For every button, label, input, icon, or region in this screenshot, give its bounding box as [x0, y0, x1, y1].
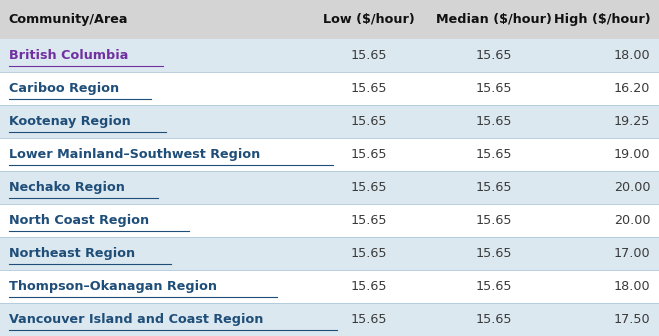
Text: 19.25: 19.25: [614, 115, 650, 128]
Text: 15.65: 15.65: [351, 115, 387, 128]
Text: Community/Area: Community/Area: [9, 13, 128, 26]
Bar: [0, 204, 659, 237]
Text: 19.00: 19.00: [614, 148, 650, 161]
Bar: [0, 171, 659, 204]
Bar: [0, 270, 659, 303]
Text: Median ($/hour): Median ($/hour): [436, 13, 552, 26]
Text: 20.00: 20.00: [614, 214, 650, 227]
Text: Nechako Region: Nechako Region: [9, 181, 125, 194]
Bar: [0, 72, 659, 105]
Text: British Columbia: British Columbia: [9, 49, 128, 62]
Text: Thompson–Okanagan Region: Thompson–Okanagan Region: [9, 280, 217, 293]
Text: 18.00: 18.00: [614, 49, 650, 62]
Bar: [0, 39, 659, 72]
Text: 15.65: 15.65: [476, 214, 513, 227]
Text: Northeast Region: Northeast Region: [9, 247, 134, 260]
Text: 15.65: 15.65: [351, 82, 387, 95]
Bar: [0, 105, 659, 138]
Text: Kootenay Region: Kootenay Region: [9, 115, 130, 128]
Text: 15.65: 15.65: [476, 247, 513, 260]
Text: 16.20: 16.20: [614, 82, 650, 95]
Text: 15.65: 15.65: [476, 280, 513, 293]
Text: 18.00: 18.00: [614, 280, 650, 293]
Bar: [0, 303, 659, 336]
Text: 15.65: 15.65: [351, 148, 387, 161]
Text: 20.00: 20.00: [614, 181, 650, 194]
Text: Low ($/hour): Low ($/hour): [323, 13, 415, 26]
Text: 15.65: 15.65: [351, 49, 387, 62]
Text: North Coast Region: North Coast Region: [9, 214, 149, 227]
Text: 15.65: 15.65: [351, 313, 387, 326]
Text: 15.65: 15.65: [476, 181, 513, 194]
Text: Cariboo Region: Cariboo Region: [9, 82, 119, 95]
Text: 15.65: 15.65: [351, 181, 387, 194]
Text: 17.00: 17.00: [614, 247, 650, 260]
Text: Vancouver Island and Coast Region: Vancouver Island and Coast Region: [9, 313, 263, 326]
Text: 15.65: 15.65: [476, 82, 513, 95]
Text: 15.65: 15.65: [476, 115, 513, 128]
Text: 15.65: 15.65: [351, 214, 387, 227]
Text: 15.65: 15.65: [351, 247, 387, 260]
Text: 15.65: 15.65: [476, 49, 513, 62]
Bar: [0, 0, 659, 39]
Text: Lower Mainland–Southwest Region: Lower Mainland–Southwest Region: [9, 148, 260, 161]
Text: 15.65: 15.65: [476, 313, 513, 326]
Text: 15.65: 15.65: [476, 148, 513, 161]
Text: 17.50: 17.50: [614, 313, 650, 326]
Text: High ($/hour): High ($/hour): [554, 13, 650, 26]
Text: 15.65: 15.65: [351, 280, 387, 293]
Bar: [0, 237, 659, 270]
Bar: [0, 138, 659, 171]
